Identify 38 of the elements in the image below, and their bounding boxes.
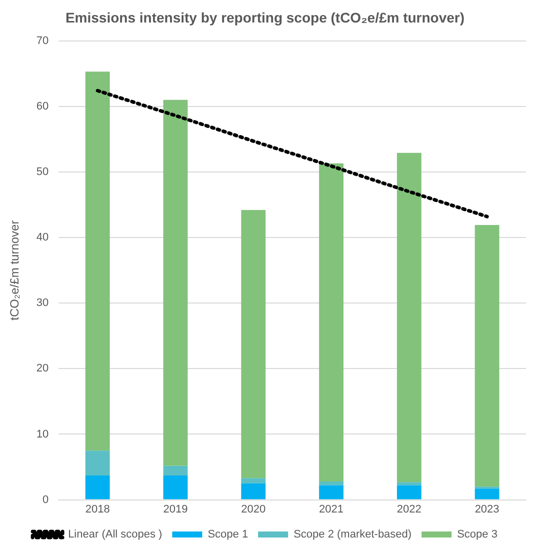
y-tick-label: 10 [36,428,49,440]
bar [241,483,266,500]
x-tick-label: 2022 [396,503,422,516]
y-tick-label: 70 [36,34,49,47]
y-tick-label: 50 [36,166,49,178]
bar [396,482,422,486]
bar [474,225,500,487]
bar [163,476,188,500]
legend-label: Scope 3 [457,528,498,541]
bar [396,485,422,500]
bar [474,488,500,500]
bar [319,481,344,486]
chart-title: Emissions intensity by reporting scope (tCO₂e/£m turnover) [65,9,465,26]
legend-label: Scope 1 [208,528,248,541]
y-tick-label: 20 [36,362,49,375]
x-tick-label: 2019 [163,503,188,516]
y-tick-label: 0 [42,494,49,506]
legend-label: Linear (All scopes ) [68,528,162,541]
bar [319,485,344,500]
bar [85,476,110,500]
x-tick-label: 2020 [241,503,266,516]
x-tick-label: 2018 [85,503,110,516]
bar [241,478,266,484]
bar [241,210,266,478]
bar [396,152,422,482]
line-series [96,88,489,218]
y-tick-label: 40 [36,232,49,244]
bar [319,163,344,482]
bar [85,450,110,476]
x-tick-label: 2021 [319,503,344,516]
bar [163,100,188,466]
y-tick-label: 60 [36,100,49,112]
y-tick-label: 30 [36,297,49,310]
y-axis-title: tCO₂e/£m turnover [8,220,22,320]
legend-label: Scope 2 (market-based) [294,528,412,541]
x-tick-label: 2023 [474,503,500,516]
bar [85,72,110,451]
bar [163,466,188,476]
